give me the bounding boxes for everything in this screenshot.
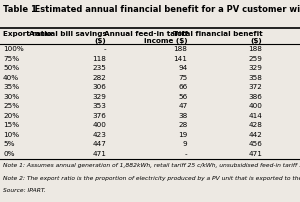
- Text: Annual bill savings
($): Annual bill savings ($): [28, 31, 106, 44]
- Text: 442: 442: [249, 131, 262, 137]
- Text: 10%: 10%: [3, 131, 19, 137]
- Text: 423: 423: [93, 131, 106, 137]
- Text: Note 2: The export ratio is the proportion of electricity produced by a PV unit : Note 2: The export ratio is the proporti…: [3, 175, 300, 180]
- Text: 94: 94: [178, 65, 188, 71]
- Text: 25%: 25%: [3, 103, 19, 109]
- Text: 0%: 0%: [3, 150, 14, 156]
- Text: Total financial benefit
($): Total financial benefit ($): [173, 31, 262, 44]
- Text: 353: 353: [93, 103, 106, 109]
- Text: 259: 259: [249, 55, 262, 61]
- Text: 428: 428: [249, 122, 262, 128]
- Text: 5%: 5%: [3, 141, 14, 147]
- Text: 118: 118: [93, 55, 106, 61]
- Text: 372: 372: [249, 84, 262, 90]
- Text: 400: 400: [93, 122, 106, 128]
- Text: 50%: 50%: [3, 65, 19, 71]
- Text: 75: 75: [178, 74, 188, 80]
- Text: 28: 28: [178, 122, 188, 128]
- Text: Source: IPART.: Source: IPART.: [3, 187, 46, 192]
- Text: 386: 386: [249, 93, 262, 99]
- Text: 329: 329: [249, 65, 262, 71]
- Text: 19: 19: [178, 131, 188, 137]
- Text: Annual feed-in tariff
income ($): Annual feed-in tariff income ($): [104, 31, 188, 44]
- Text: 400: 400: [249, 103, 262, 109]
- Text: 358: 358: [249, 74, 262, 80]
- Text: 471: 471: [249, 150, 262, 156]
- Text: 66: 66: [178, 84, 188, 90]
- Text: 414: 414: [249, 112, 262, 118]
- Text: 56: 56: [178, 93, 188, 99]
- Text: 100%: 100%: [3, 46, 24, 52]
- Text: 188: 188: [249, 46, 262, 52]
- Text: 20%: 20%: [3, 112, 19, 118]
- Text: 35%: 35%: [3, 84, 19, 90]
- Text: 447: 447: [93, 141, 106, 147]
- Text: Export ratio: Export ratio: [3, 31, 52, 37]
- Text: 75%: 75%: [3, 55, 19, 61]
- Text: -: -: [104, 46, 106, 52]
- Text: 471: 471: [93, 150, 106, 156]
- Text: 38: 38: [178, 112, 188, 118]
- Text: 456: 456: [249, 141, 262, 147]
- Text: 9: 9: [183, 141, 188, 147]
- Text: Table 1: Table 1: [3, 5, 37, 14]
- Text: 30%: 30%: [3, 93, 19, 99]
- Text: -: -: [185, 150, 188, 156]
- Text: 47: 47: [178, 103, 188, 109]
- Text: Estimated annual financial benefit for a PV customer with a 1.5 kW unit: Estimated annual financial benefit for a…: [26, 5, 300, 14]
- Text: 282: 282: [93, 74, 106, 80]
- Text: 15%: 15%: [3, 122, 19, 128]
- Text: 141: 141: [174, 55, 188, 61]
- Text: Note 1: Assumes annual generation of 1,882kWh, retail tariff 25 c/kWh, unsubsidi: Note 1: Assumes annual generation of 1,8…: [3, 163, 300, 168]
- Text: 306: 306: [93, 84, 106, 90]
- Text: 376: 376: [93, 112, 106, 118]
- Text: 40%: 40%: [3, 74, 19, 80]
- Text: 188: 188: [174, 46, 188, 52]
- Text: 329: 329: [93, 93, 106, 99]
- Text: 235: 235: [93, 65, 106, 71]
